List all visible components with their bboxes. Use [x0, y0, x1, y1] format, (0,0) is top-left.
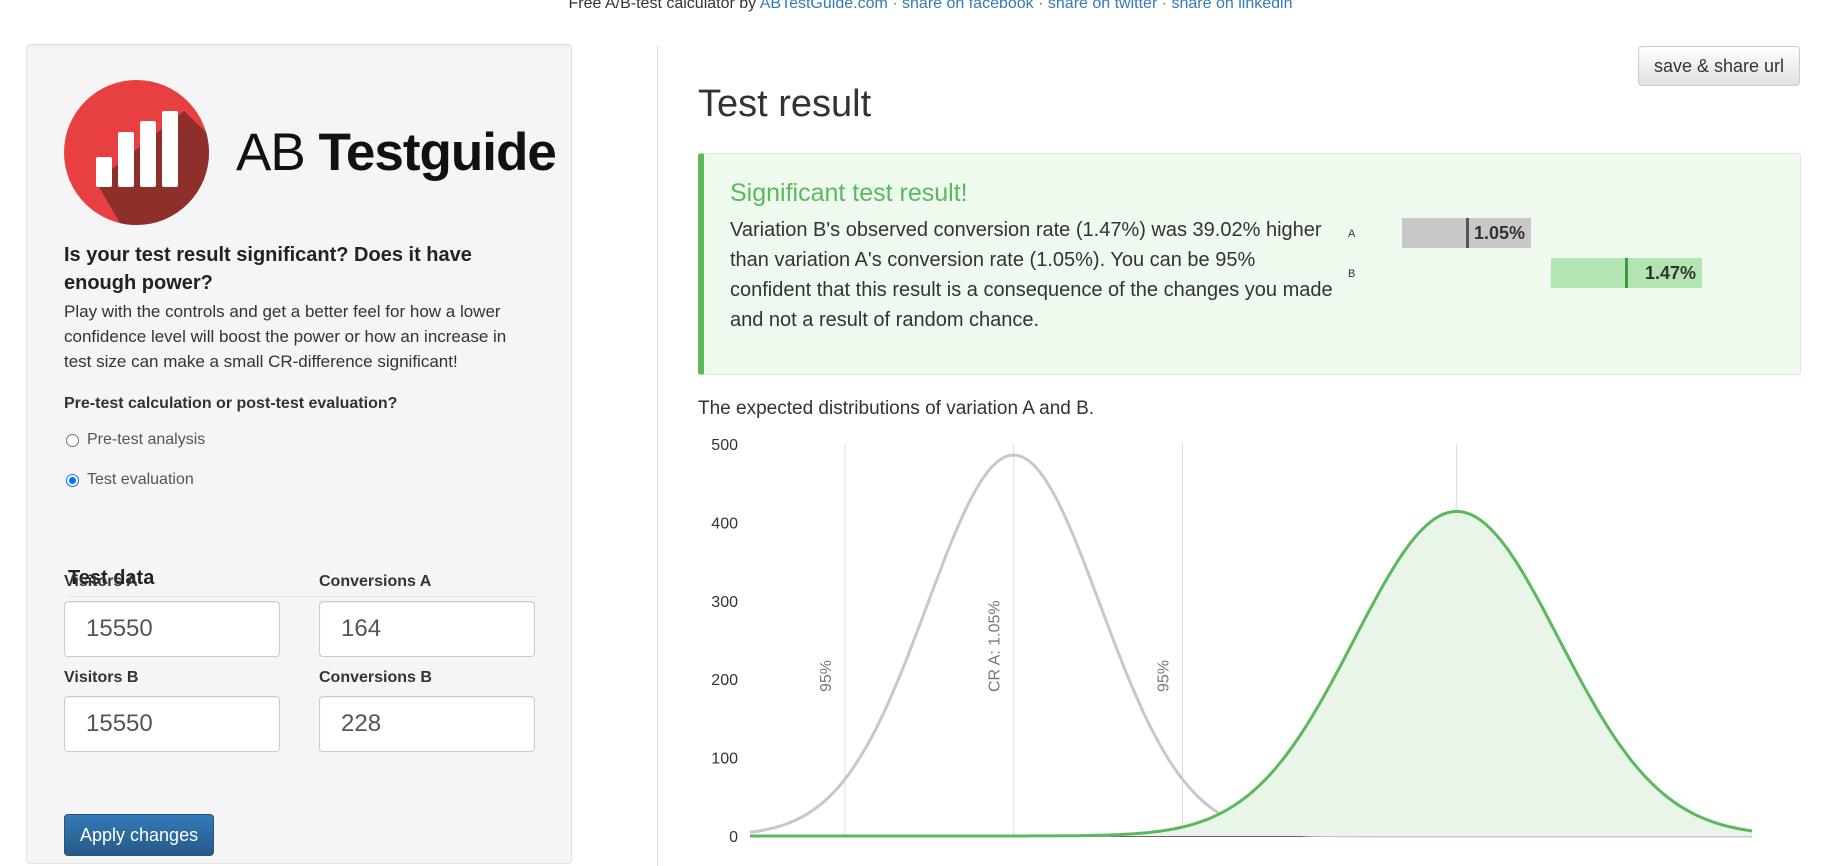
logo-wordmark: AB Testguide — [236, 123, 557, 183]
visitors-a-input[interactable] — [64, 601, 280, 657]
visitors-a-label: Visitors A — [64, 573, 138, 590]
bar-label-b: B — [1348, 268, 1356, 280]
annotation-label: 95% — [1155, 660, 1172, 692]
y-tick-label: 400 — [711, 515, 738, 532]
radio-label: Pre-test analysis — [87, 431, 206, 448]
distribution-caption: The expected distributions of variation … — [698, 398, 1095, 419]
separator: · — [887, 0, 903, 12]
test-data-title: Test data — [68, 567, 536, 597]
radio-button[interactable] — [66, 433, 79, 447]
alert-text: Variation B's observed conversion rate (… — [730, 219, 1333, 331]
share-facebook-link[interactable]: share on facebook — [902, 0, 1034, 12]
logo-text-light: AB — [236, 123, 306, 182]
conversions-a-input[interactable] — [319, 601, 535, 657]
y-tick-label: 100 — [711, 751, 738, 768]
save-share-url-button[interactable]: save & share url — [1637, 46, 1800, 86]
curve-b — [750, 509, 1753, 838]
conversions-b-label: Conversions B — [319, 669, 432, 686]
annotation-label: CR A: 1.05% — [987, 600, 1004, 692]
top-bar-prefix: Free A/B-test calculator by — [568, 0, 760, 12]
y-tick-label: 200 — [711, 672, 738, 689]
conversions-a-label: Conversions A — [319, 573, 432, 590]
separator: · — [1033, 0, 1048, 12]
logo-text-bold: Testguide — [318, 123, 556, 182]
visitors-b-input[interactable] — [64, 696, 280, 752]
mode-label: Pre-test calculation or post-test evalua… — [64, 395, 398, 412]
intro-text: Play with the controls and get a better … — [64, 302, 507, 371]
radio-pre-test[interactable]: Pre-test analysis — [64, 431, 205, 449]
cr-bar-a-value: 1.05% — [1473, 223, 1525, 243]
page-title: Test result — [698, 83, 872, 125]
radio-test-evaluation[interactable]: Test evaluation — [64, 471, 194, 489]
bar-chart-logo-icon — [64, 80, 209, 225]
cr-bar-b: 1.47% — [1551, 258, 1702, 288]
alert-title: Significant test result! — [730, 179, 968, 207]
site-link[interactable]: ABTestGuide.com — [759, 0, 888, 12]
share-twitter-link[interactable]: share on twitter — [1047, 0, 1158, 12]
intro-title: Is your test result significant? Does it… — [64, 244, 472, 294]
separator: · — [1157, 0, 1172, 12]
bar-tick — [1625, 258, 1628, 288]
top-bar: Free A/B-test calculator by ABTestGuide.… — [0, 0, 1821, 14]
significance-alert: Significant test result! Variation B's o… — [698, 153, 1801, 375]
bar-tick — [1466, 218, 1469, 248]
share-linkedin-link[interactable]: share on linkedin — [1171, 0, 1293, 12]
result-panel: save & share url Test result Significant… — [657, 46, 1821, 866]
y-tick-label: 0 — [729, 829, 738, 846]
y-tick-label: 500 — [711, 437, 738, 454]
apply-changes-button[interactable]: Apply changes — [64, 814, 215, 856]
sidebar-panel: AB Testguide Is your test result signifi… — [26, 44, 572, 864]
visitors-b-label: Visitors B — [64, 669, 139, 686]
cr-bar-a: 1.05% — [1402, 218, 1531, 248]
cr-bar-b-value: 1.47% — [1644, 263, 1696, 283]
bar-label-a: A — [1348, 228, 1356, 240]
curve-b-fill — [750, 511, 1752, 836]
radio-button-checked[interactable] — [66, 473, 79, 487]
annotation-label: 95% — [818, 660, 835, 692]
conversions-b-input[interactable] — [319, 696, 535, 752]
radio-label: Test evaluation — [87, 471, 194, 488]
y-tick-label: 300 — [711, 594, 738, 611]
